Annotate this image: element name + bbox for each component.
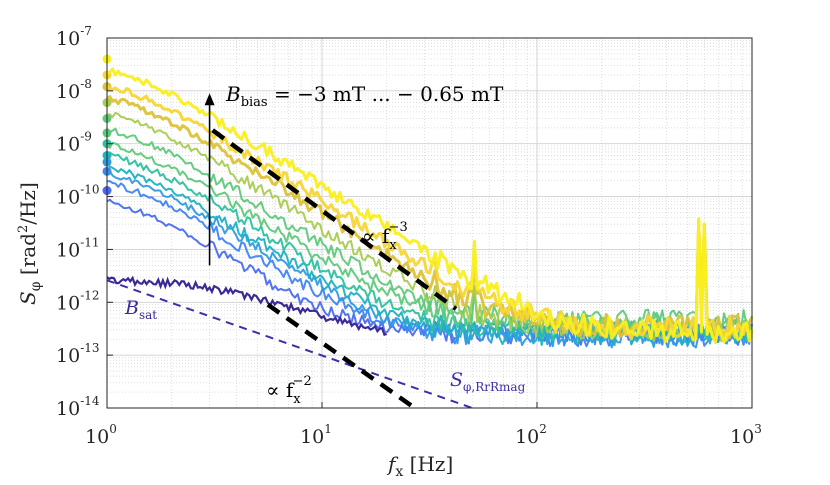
y-tick-label: 10-10 (56, 183, 100, 209)
bias-annotation-text: = −3 mT ... − 0.65 mT (268, 82, 504, 106)
y-tick-label: 10-7 (56, 24, 92, 50)
x-tick-base: 10 (730, 426, 754, 448)
overlay-layer (106, 93, 473, 410)
x-tick-label: 102 (515, 422, 547, 448)
y-tick-label: 10-8 (56, 77, 92, 103)
x-tick-base: 10 (300, 426, 324, 448)
x-tick-label: 103 (730, 422, 762, 448)
slope-3-sub: x (389, 238, 397, 253)
x-axis-label-unit: [Hz] (403, 452, 453, 476)
slope-2-annotation: ∝ fx −2 (266, 374, 312, 407)
y-tick-label: 10-14 (56, 394, 100, 420)
x-tick-exponent: 1 (324, 422, 332, 436)
y-tick-label: 10-9 (56, 130, 92, 156)
y-tick-exponent: -13 (80, 341, 99, 355)
model-sub: φ,RrRmag (463, 380, 526, 394)
psd-series-line (106, 141, 753, 333)
slope-3-prefix: ∝ f (362, 224, 391, 248)
slope-2-sub: x (293, 392, 301, 407)
y-axis-label-unit-pre: [rad (16, 233, 40, 282)
bias-annotation-symbol: B (225, 82, 241, 106)
model-dashed-line (106, 279, 473, 409)
x-tick-exponent: 0 (109, 422, 117, 436)
psd-series-line (105, 84, 754, 342)
y-tick-exponent: -11 (80, 235, 99, 249)
bias-annotation-sub: bias (241, 95, 268, 110)
y-tick-label: 10-13 (56, 341, 100, 367)
slope-3-sup: −3 (389, 220, 408, 235)
y-tick-base: 10 (56, 292, 80, 314)
axis-ticks: 100 101 102 10310-1410-1310-1210-1110-1010-… (56, 24, 762, 448)
x-tick-base: 10 (85, 426, 109, 448)
saturated-series-line (106, 275, 388, 337)
labels: fx [Hz] Sφ [rad2/Hz] Bbias = −3 mT ... − 0… (16, 82, 526, 480)
x-axis-label-sub: x (395, 464, 403, 480)
x-tick-label: 101 (300, 422, 332, 448)
model-annotation: Sφ,RrRmag (450, 369, 526, 394)
slope-2-prefix: ∝ f (266, 378, 295, 402)
model-symbol: S (450, 369, 463, 391)
y-tick-label: 10-12 (56, 288, 100, 314)
y-tick-exponent: -9 (80, 130, 92, 144)
slope-guide-line (266, 302, 417, 410)
y-tick-exponent: -12 (80, 288, 99, 302)
y-axis-label-unit-sup: 2 (16, 225, 31, 233)
x-tick-base: 10 (515, 426, 539, 448)
y-tick-base: 10 (56, 345, 80, 367)
y-tick-exponent: -10 (80, 183, 99, 197)
x-tick-label: 100 (85, 422, 117, 448)
bsat-sub: sat (139, 308, 157, 322)
slope-guide-line (211, 128, 458, 311)
y-tick-base: 10 (56, 134, 80, 156)
y-axis-label-sub: φ (28, 281, 44, 291)
psd-series-line (106, 111, 753, 343)
y-tick-exponent: -8 (80, 77, 92, 91)
slope-2-sup: −2 (293, 374, 312, 389)
plot-frame (106, 37, 753, 409)
y-tick-exponent: -7 (80, 24, 92, 38)
y-axis-label: Sφ [rad2/Hz] (16, 182, 44, 305)
bias-range-annotation: Bbias = −3 mT ... − 0.65 mT (225, 82, 504, 110)
y-tick-base: 10 (56, 187, 80, 209)
series-layer (102, 54, 754, 349)
y-tick-exponent: -14 (80, 394, 100, 408)
bsat-annotation: Bsat (124, 297, 157, 322)
y-tick-label: 10-11 (56, 235, 100, 261)
x-tick-exponent: 2 (539, 422, 547, 436)
bsat-symbol: B (124, 297, 139, 319)
y-axis-label-unit-post: /Hz] (16, 182, 40, 225)
y-axis-label-main: S (16, 291, 40, 305)
bias-arrow-head (204, 93, 215, 106)
x-tick-exponent: 3 (754, 422, 762, 436)
y-tick-base: 10 (56, 81, 80, 103)
x-axis-label: fx [Hz] (386, 452, 453, 480)
y-tick-base: 10 (56, 28, 80, 50)
y-tick-base: 10 (56, 398, 80, 420)
y-tick-base: 10 (56, 239, 80, 261)
psd-series-line (106, 67, 754, 344)
slope-3-annotation: ∝ fx −3 (362, 220, 408, 253)
